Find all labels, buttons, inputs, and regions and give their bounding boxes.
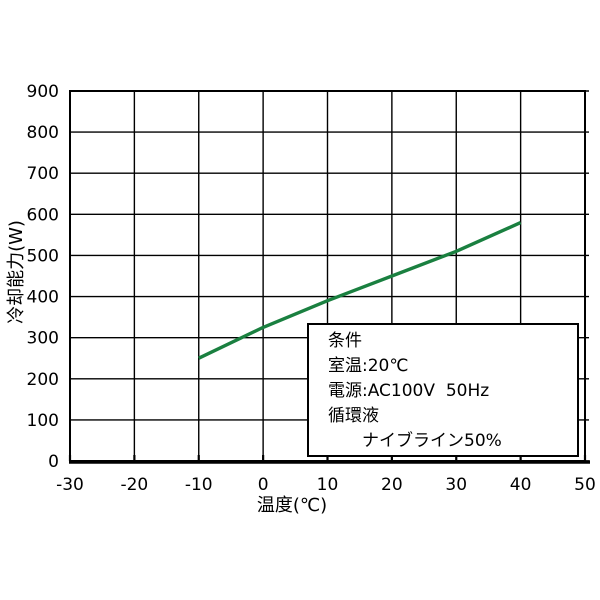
y-tick-label: 500 xyxy=(27,246,59,266)
y-tick-label: 300 xyxy=(27,329,59,349)
x-axis-title: 温度(℃) xyxy=(256,495,328,516)
condition-line-power: 電源:AC100V 50Hz xyxy=(328,381,490,401)
y-axis-title: 冷却能力(W) xyxy=(6,220,27,324)
series-line xyxy=(198,221,522,360)
y-tick-label: 800 xyxy=(27,123,59,143)
x-tick-label: 20 xyxy=(381,475,403,495)
conditions-box: 条件 室温:20℃ 電源:AC100V 50Hz 循環液 ナイブライン50% xyxy=(307,323,579,457)
y-tick-label: 900 xyxy=(27,82,59,102)
x-tick-label: -10 xyxy=(185,475,213,495)
condition-line-room-temp: 室温:20℃ xyxy=(328,356,409,376)
x-tick-label: 40 xyxy=(510,475,532,495)
x-tick-label: -30 xyxy=(56,475,84,495)
x-tick-label: 0 xyxy=(258,475,269,495)
condition-line-title: 条件 xyxy=(328,331,362,351)
x-tick-label: 30 xyxy=(445,475,467,495)
x-tick-label: 50 xyxy=(574,475,596,495)
y-tick-label: 600 xyxy=(27,205,59,225)
y-tick-label: 0 xyxy=(48,452,59,472)
y-tick-label: 100 xyxy=(27,411,59,431)
condition-line-circulating-fluid: 循環液 xyxy=(328,406,379,426)
y-tick-label: 700 xyxy=(27,164,59,184)
condition-line-naibrine: ナイブライン50% xyxy=(328,431,502,451)
y-tick-label: 400 xyxy=(27,288,59,308)
y-tick-label: 200 xyxy=(27,370,59,390)
x-tick-label: 10 xyxy=(317,475,339,495)
x-tick-label: -20 xyxy=(120,475,148,495)
